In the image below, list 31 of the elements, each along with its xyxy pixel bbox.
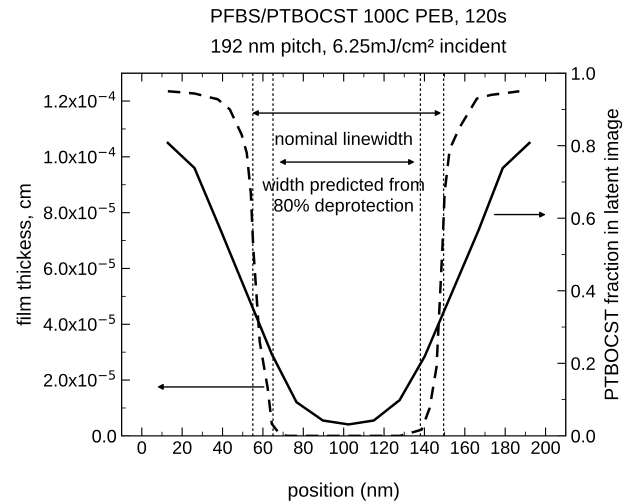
- y2-tick-label: 0.4: [571, 284, 596, 298]
- y2-axis-title: PTBOCST fraction in latent image: [604, 109, 622, 400]
- y-tick-label: 4.0x10$^{−5}$: [43, 314, 115, 331]
- y2-tick-label: 1.0: [572, 67, 596, 80]
- x-tick-label: 80: [294, 441, 313, 454]
- y2-tick-label: 0.0: [571, 430, 596, 443]
- y2-tick-label: 0.6: [571, 212, 595, 225]
- y-tick-label: 2.0x10$^{−5}$: [44, 370, 115, 387]
- annotation: nominal linewidth: [276, 132, 412, 146]
- y2-tick-label: 0.8: [571, 140, 595, 152]
- y-tick-label: 1.0x10$^{−4}$: [44, 147, 116, 164]
- x-tick-label: 0: [137, 441, 146, 454]
- annotation: width predicted from 80% deprotection: [262, 178, 424, 216]
- x-tick-label: 120: [370, 441, 398, 454]
- y-tick-label: 1.2x10$^{−4}$: [44, 91, 116, 108]
- y2-tick-label: 0.2: [571, 357, 595, 370]
- y-tick-label: 8.0x10$^{−5}$: [44, 202, 115, 220]
- x-tick-label: 140: [410, 441, 439, 454]
- y-axis-title: film thickess, cm: [16, 184, 34, 326]
- x-tick-label: 180: [492, 441, 520, 454]
- chart-title: PFBS/PTBOCST 100C PEB, 120s: [212, 8, 506, 26]
- y-tick-label: 0.0: [92, 430, 116, 443]
- x-tick-label: 160: [451, 441, 480, 454]
- y-tick-label: 6.0x10$^{−5}$: [44, 258, 115, 276]
- x-tick-label: 200: [531, 441, 560, 454]
- x-tick-label: 40: [212, 441, 232, 454]
- x-axis-title: position (nm): [288, 482, 399, 501]
- chart-subtitle: 192 nm pitch, 6.25mJ/cm² incident: [212, 38, 506, 57]
- x-tick-label: 100: [330, 441, 358, 454]
- x-tick-label: 20: [173, 441, 192, 454]
- x-tick-label: 60: [254, 441, 272, 454]
